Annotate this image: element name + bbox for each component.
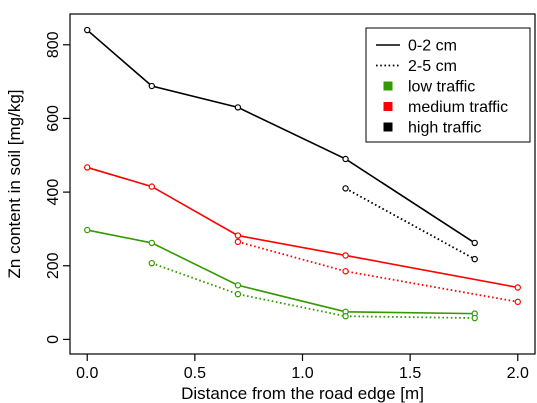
legend: 0-2 cm 2-5 cm low traffic medium traffic hig… (365, 27, 531, 143)
x-tick-label: 1.5 (399, 365, 421, 382)
y-tick-label: 800 (45, 31, 62, 58)
data-point (342, 313, 349, 320)
series-line (151, 262, 475, 319)
x-tick-label: 1.0 (291, 365, 313, 382)
y-tick-label: 0 (45, 335, 62, 344)
data-point (342, 268, 349, 275)
y-axis-label: Zn content in soil [mg/kg] (5, 90, 24, 279)
legend-label: 0-2 cm (408, 38, 457, 55)
data-point (471, 239, 478, 247)
axes: 0.0 0.5 1.0 1.5 2.0 0 200 400 600 800 (45, 13, 536, 382)
data-point (514, 284, 521, 291)
data-point (148, 82, 156, 90)
series-low-2-5cm (148, 259, 478, 322)
x-tick-label: 0.0 (76, 365, 98, 382)
legend-label: medium traffic (408, 99, 508, 116)
legend-swatch (383, 122, 393, 132)
data-point (84, 164, 91, 171)
series-line (237, 240, 518, 303)
data-point (84, 26, 91, 34)
data-point (148, 259, 156, 267)
legend-box (365, 27, 531, 143)
series-layer (84, 26, 521, 322)
data-point (148, 183, 156, 190)
x-axis-label: Distance from the road edge [m] (181, 384, 424, 403)
data-point (234, 282, 242, 289)
data-point (234, 290, 242, 298)
data-point (342, 155, 349, 163)
series-medium-0-2cm (84, 164, 521, 291)
data-point (514, 298, 521, 306)
series-line (345, 187, 476, 260)
data-point (234, 232, 242, 239)
data-point (84, 226, 91, 234)
data-point (342, 252, 349, 259)
series-low-0-2cm (84, 226, 478, 317)
data-point (234, 104, 242, 111)
data-point (234, 238, 242, 246)
data-point (148, 239, 156, 247)
legend-label: 2-5 cm (408, 58, 457, 75)
y-tick-label: 400 (45, 179, 62, 206)
legend-label: high traffic (408, 120, 482, 137)
legend-swatch (383, 81, 393, 91)
data-point (342, 185, 349, 192)
data-point (471, 255, 478, 263)
x-tick-label: 2.0 (507, 365, 529, 382)
legend-swatch (383, 102, 393, 111)
series-high-2-5cm (342, 185, 478, 263)
x-tick-label: 0.5 (184, 365, 206, 382)
legend-label: low traffic (408, 79, 475, 96)
series-line (87, 229, 475, 315)
data-point (471, 314, 478, 322)
y-tick-label: 200 (45, 252, 62, 279)
y-tick-label: 600 (45, 105, 62, 132)
series-medium-2-5cm (234, 238, 521, 306)
series-high-0-2cm (84, 26, 478, 247)
